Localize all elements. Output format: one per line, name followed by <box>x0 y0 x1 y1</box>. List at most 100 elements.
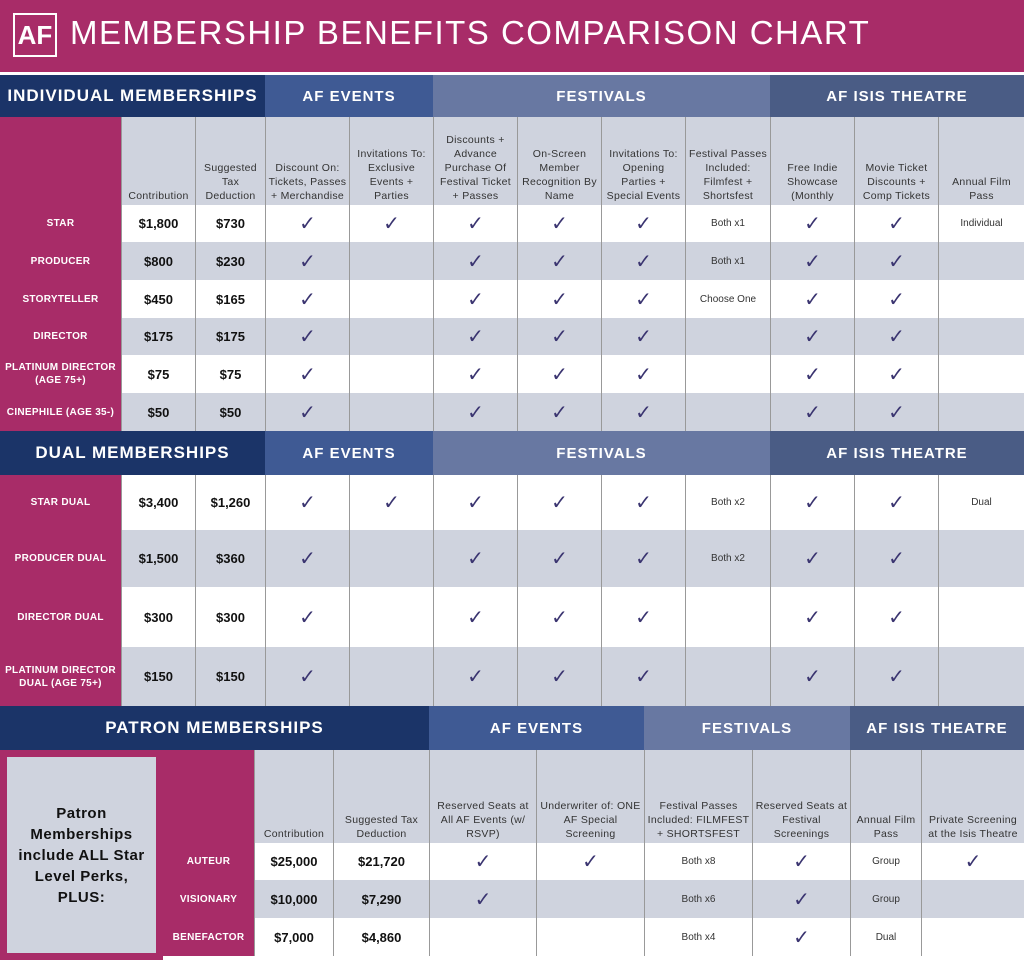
column-header: Annual Film Pass <box>850 750 921 843</box>
membership-name: STAR DUAL <box>0 475 121 530</box>
table-cell: $300 <box>195 587 265 647</box>
check-icon: ✓ <box>265 475 349 530</box>
check-icon: ✓ <box>854 355 938 393</box>
check-icon: ✓ <box>601 355 685 393</box>
membership-name: STORYTELLER <box>0 280 121 318</box>
membership-name: PRODUCER DUAL <box>0 530 121 587</box>
group-header-1: FESTIVALS <box>644 706 850 750</box>
table-cell: Dual <box>850 918 921 956</box>
check-icon: ✓ <box>601 647 685 706</box>
group-header-2: AF ISIS THEATRE <box>770 431 1024 475</box>
check-icon: ✓ <box>601 530 685 587</box>
column-header: Suggested Tax Deduction <box>333 750 429 843</box>
check-icon: ✓ <box>265 587 349 647</box>
column-header: Movie Ticket Discounts + Comp Tickets <box>854 117 938 205</box>
check-icon: ✓ <box>770 393 854 431</box>
check-icon: ✓ <box>433 393 517 431</box>
check-icon: ✓ <box>854 280 938 318</box>
table-cell <box>685 647 770 706</box>
table-cell: $360 <box>195 530 265 587</box>
check-icon: ✓ <box>770 587 854 647</box>
table-cell: $175 <box>121 318 195 355</box>
table-cell: $165 <box>195 280 265 318</box>
check-icon: ✓ <box>854 475 938 530</box>
table-cell <box>685 355 770 393</box>
check-icon: ✓ <box>770 280 854 318</box>
check-icon: ✓ <box>517 355 601 393</box>
check-icon: ✓ <box>265 393 349 431</box>
table-cell <box>685 318 770 355</box>
row-header-blank <box>0 117 121 205</box>
column-header: Free Indie Showcase (Monthly <box>770 117 854 205</box>
check-icon: ✓ <box>854 205 938 242</box>
table-cell <box>349 393 433 431</box>
check-icon: ✓ <box>517 318 601 355</box>
table-cell: $75 <box>195 355 265 393</box>
check-icon: ✓ <box>433 280 517 318</box>
table-cell: $450 <box>121 280 195 318</box>
patron-note-box: Patron Memberships include ALL Star Leve… <box>0 750 163 960</box>
check-icon: ✓ <box>265 242 349 280</box>
check-icon: ✓ <box>517 242 601 280</box>
check-icon: ✓ <box>601 475 685 530</box>
table-cell: $230 <box>195 242 265 280</box>
check-icon: ✓ <box>601 393 685 431</box>
section-title: PATRON MEMBERSHIPS <box>0 706 429 750</box>
check-icon: ✓ <box>433 587 517 647</box>
membership-name: VISIONARY <box>163 880 254 918</box>
table-cell: $7,000 <box>254 918 333 956</box>
membership-name: BENEFACTOR <box>163 918 254 956</box>
check-icon: ✓ <box>770 475 854 530</box>
check-icon: ✓ <box>349 475 433 530</box>
check-icon: ✓ <box>770 647 854 706</box>
table-cell: Both x2 <box>685 475 770 530</box>
table-cell: $300 <box>121 587 195 647</box>
table-cell: $1,800 <box>121 205 195 242</box>
table-cell <box>349 587 433 647</box>
check-icon: ✓ <box>601 280 685 318</box>
check-icon: ✓ <box>265 355 349 393</box>
check-icon: ✓ <box>536 843 644 880</box>
membership-name: CINEPHILE (AGE 35-) <box>0 393 121 431</box>
check-icon: ✓ <box>433 355 517 393</box>
table-cell: $1,500 <box>121 530 195 587</box>
group-header-1: FESTIVALS <box>433 75 770 117</box>
column-header: Reserved Seats at Festival Screenings <box>752 750 850 843</box>
check-icon: ✓ <box>601 587 685 647</box>
check-icon: ✓ <box>265 205 349 242</box>
table-cell <box>921 918 1024 956</box>
table-cell <box>349 242 433 280</box>
table-cell: $3,400 <box>121 475 195 530</box>
table-cell <box>938 242 1024 280</box>
check-icon: ✓ <box>433 242 517 280</box>
table-cell: $150 <box>195 647 265 706</box>
check-icon: ✓ <box>265 280 349 318</box>
table-cell: $4,860 <box>333 918 429 956</box>
table-cell <box>536 880 644 918</box>
table-cell: Both x1 <box>685 242 770 280</box>
af-logo: AF <box>13 13 57 57</box>
membership-name: DIRECTOR <box>0 318 121 355</box>
check-icon: ✓ <box>854 318 938 355</box>
table-cell <box>429 918 536 956</box>
check-icon: ✓ <box>752 843 850 880</box>
table-cell <box>685 393 770 431</box>
membership-name: AUTEUR <box>163 843 254 880</box>
table-cell: $175 <box>195 318 265 355</box>
column-header: Invitations To: Opening Parties + Specia… <box>601 117 685 205</box>
check-icon: ✓ <box>770 205 854 242</box>
check-icon: ✓ <box>433 647 517 706</box>
column-header: Contribution <box>254 750 333 843</box>
column-header: Private Screening at the Isis Theatre <box>921 750 1024 843</box>
column-header: Contribution <box>121 117 195 205</box>
table-cell <box>921 880 1024 918</box>
check-icon: ✓ <box>433 318 517 355</box>
section-title: INDIVIDUAL MEMBERSHIPS <box>0 75 265 117</box>
table-cell: $7,290 <box>333 880 429 918</box>
check-icon: ✓ <box>517 475 601 530</box>
table-cell <box>685 587 770 647</box>
table-cell: $75 <box>121 355 195 393</box>
column-header: Discount On: Tickets, Passes + Merchandi… <box>265 117 349 205</box>
column-header: Festival Passes Included: Filmfest + Sho… <box>685 117 770 205</box>
check-icon: ✓ <box>854 530 938 587</box>
